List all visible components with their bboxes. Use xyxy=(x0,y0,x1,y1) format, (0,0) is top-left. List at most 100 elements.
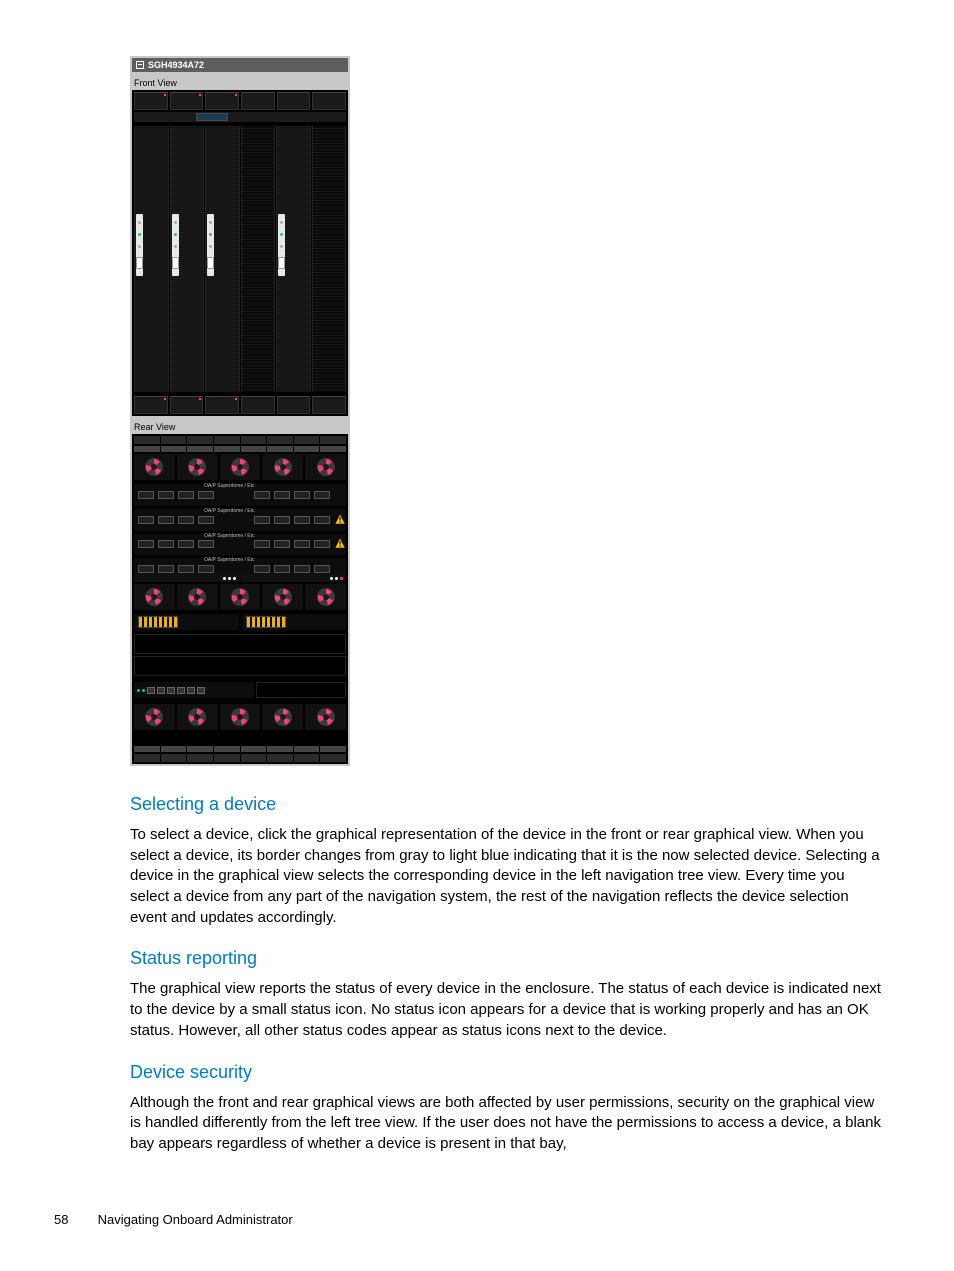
collapse-icon[interactable] xyxy=(136,61,144,69)
halfheight-drive-slot[interactable] xyxy=(134,92,168,110)
halfheight-drive-slot[interactable] xyxy=(241,396,275,414)
fan-module[interactable] xyxy=(134,584,175,610)
halfheight-drive-slot[interactable] xyxy=(205,92,239,110)
fan-module[interactable] xyxy=(262,704,303,730)
interconnect-module[interactable]: OA/P Superdome / Etc xyxy=(134,509,346,531)
rear-strip-cell xyxy=(320,746,346,752)
status-led-icon xyxy=(138,245,141,248)
rear-strip-cell xyxy=(241,446,267,452)
blade-port-icon xyxy=(278,257,285,269)
halfheight-drive-slot[interactable] xyxy=(312,92,346,110)
fan-module[interactable] xyxy=(305,584,346,610)
psu-strip-left xyxy=(134,574,239,582)
oa-port-icon xyxy=(187,687,195,694)
status-led-icon xyxy=(280,221,283,224)
section-heading: Device security xyxy=(130,1062,884,1083)
fan-module[interactable] xyxy=(220,584,261,610)
rear-strip-cell xyxy=(294,436,320,444)
rear-enclosure: OA/P Superdome / Etc OA/P Superdome / Etc… xyxy=(132,434,348,764)
fan-module[interactable] xyxy=(177,584,218,610)
rear-top-strip xyxy=(134,436,346,444)
rear-strip-cell xyxy=(187,754,213,762)
interconnect-port-icon xyxy=(294,516,310,524)
insight-display-strip[interactable] xyxy=(134,112,346,122)
status-led-icon xyxy=(174,221,177,224)
interconnect-port-icon xyxy=(294,491,310,499)
chapter-title: Navigating Onboard Administrator xyxy=(98,1212,293,1227)
power-supply-1[interactable] xyxy=(134,614,239,630)
blank-bay-2 xyxy=(134,656,346,676)
rear-view-label: Rear View xyxy=(132,416,348,434)
rear-strip-cell xyxy=(134,446,160,452)
interconnect-module[interactable]: OA/P Superdome / Etc xyxy=(134,484,346,506)
server-blade[interactable] xyxy=(276,126,311,392)
halfheight-drive-slot[interactable] xyxy=(277,92,311,110)
oa-port-icon xyxy=(147,687,155,694)
empty-blade-bay xyxy=(312,126,347,392)
interconnect-port-icon xyxy=(198,516,214,524)
fan-module[interactable] xyxy=(305,704,346,730)
rear-strip-cell xyxy=(187,446,213,452)
rear-strip-cell xyxy=(187,746,213,752)
fan-row-1 xyxy=(134,454,346,480)
rear-strip-cell xyxy=(161,436,187,444)
interconnect-port-icon xyxy=(254,516,270,524)
page-number: 58 xyxy=(54,1212,94,1227)
section-heading: Selecting a device xyxy=(130,794,884,815)
fan-module[interactable] xyxy=(262,454,303,480)
rear-strip-cell xyxy=(267,446,293,452)
rear-strip-cell xyxy=(294,746,320,752)
halfheight-drive-slot[interactable] xyxy=(312,396,346,414)
interconnect-port-icon xyxy=(178,491,194,499)
halfheight-drive-slot[interactable] xyxy=(170,396,204,414)
psu-indicator-led-icon xyxy=(223,577,226,580)
interconnect-module[interactable]: OA/P Superdome / Etc xyxy=(134,534,346,556)
insight-display-screen xyxy=(196,113,228,121)
rear-strip-cell xyxy=(241,746,267,752)
psu-indicator-led-icon xyxy=(330,577,333,580)
interconnect-port-icon xyxy=(294,540,310,548)
rear-strip-cell xyxy=(320,446,346,452)
interconnect-port-icon xyxy=(138,540,154,548)
rear-strip-cell xyxy=(241,436,267,444)
status-led-icon xyxy=(209,245,212,248)
fan-module[interactable] xyxy=(134,704,175,730)
fan-module[interactable] xyxy=(220,454,261,480)
power-supply-row xyxy=(134,614,346,630)
halfheight-drive-slot[interactable] xyxy=(170,92,204,110)
fan-module[interactable] xyxy=(220,704,261,730)
page-footer: 58 Navigating Onboard Administrator xyxy=(54,1212,293,1227)
server-blade[interactable] xyxy=(205,126,240,392)
interconnect-port-icon xyxy=(178,565,194,573)
interconnect-port-icon xyxy=(254,491,270,499)
interconnect-label: OA/P Superdome / Etc xyxy=(204,483,255,489)
fan-module[interactable] xyxy=(177,454,218,480)
halfheight-drive-slot[interactable] xyxy=(205,396,239,414)
halfheight-drive-slot[interactable] xyxy=(241,92,275,110)
fan-module[interactable] xyxy=(305,454,346,480)
psu-indicator-led-icon xyxy=(340,577,343,580)
interconnect-port-icon xyxy=(254,565,270,573)
interconnect-label: OA/P Superdome / Etc xyxy=(204,508,255,514)
psu-indicator-led-icon xyxy=(233,577,236,580)
interconnect-stack: OA/P Superdome / Etc OA/P Superdome / Etc… xyxy=(134,484,346,580)
fan-module[interactable] xyxy=(134,454,175,480)
fan-module[interactable] xyxy=(177,704,218,730)
server-blade[interactable] xyxy=(170,126,205,392)
enclosure-screenshot-panel: SGH4934A72 Front View Rear View xyxy=(130,56,350,766)
halfheight-drive-slot[interactable] xyxy=(134,396,168,414)
interconnect-port-icon xyxy=(294,565,310,573)
oa-port-icon xyxy=(167,687,175,694)
rear-bottom-divider xyxy=(134,746,346,752)
server-blade[interactable] xyxy=(134,126,169,392)
rear-strip-cell xyxy=(294,754,320,762)
halfheight-drive-slot[interactable] xyxy=(277,396,311,414)
power-supply-2[interactable] xyxy=(242,614,347,630)
fan-module[interactable] xyxy=(262,584,303,610)
onboard-administrator-row xyxy=(134,682,346,698)
rear-strip-cell xyxy=(134,436,160,444)
rear-strip-cell xyxy=(267,436,293,444)
oa-module[interactable] xyxy=(134,682,254,698)
section-paragraph: The graphical view reports the status of… xyxy=(130,979,884,1041)
status-led-icon xyxy=(174,245,177,248)
